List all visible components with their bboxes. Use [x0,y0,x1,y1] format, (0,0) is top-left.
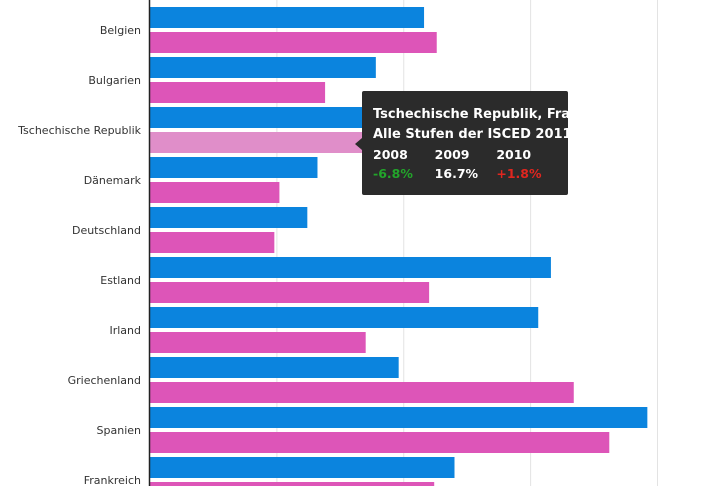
tooltip-years-row: 2008 2009 2010 [373,145,558,164]
tooltip-values-row: -6.8% 16.7% +1.8% [373,164,558,183]
tooltip-value-2009: 16.7% [434,166,479,181]
bar-0-series-1[interactable] [150,32,437,53]
category-label-3: Dänemark [84,174,142,187]
category-label-6: Irland [109,324,141,337]
tooltip-year-2008: 2008 [373,147,408,162]
category-label-7: Griechenland [68,374,141,387]
bar-7-series-1[interactable] [150,382,574,403]
category-label-1: Bulgarien [88,74,141,87]
bar-6-series-0[interactable] [150,307,539,328]
bar-4-series-0[interactable] [150,207,308,228]
bar-5-series-1[interactable] [150,282,430,303]
bar-3-series-1[interactable] [150,182,280,203]
bar-9-series-0[interactable] [150,457,455,478]
tooltip-arrow [355,138,362,150]
category-label-4: Deutschland [72,224,141,237]
tooltip-value-2008: -6.8% [373,166,413,181]
bar-3-series-0[interactable] [150,157,318,178]
category-label-9: Frankreich [84,474,141,486]
category-label-8: Spanien [97,424,142,437]
bar-0-series-0[interactable] [150,7,425,28]
tooltip-year-2010: 2010 [496,147,532,162]
gridlines [276,0,658,486]
bar-6-series-1[interactable] [150,332,366,353]
bar-1-series-1[interactable] [150,82,326,103]
tooltip-subtitle: Alle Stufen der ISCED 2011 [373,127,572,142]
bar-7-series-0[interactable] [150,357,399,378]
bar-2-series-0[interactable] [150,107,364,128]
category-label-5: Estland [100,274,141,287]
bar-9-series-1[interactable] [150,482,435,486]
bar-5-series-0[interactable] [150,257,551,278]
category-labels: Belgien Bulgarien Tschechische Republik Dän… [17,24,141,486]
bar-2-series-1[interactable] [150,132,364,153]
tooltip-value-2010: +1.8% [496,166,542,181]
tooltip-year-2009: 2009 [434,147,470,162]
bars [150,7,648,486]
bar-8-series-1[interactable] [150,432,610,453]
tooltip-title: Tschechische Republik, Frauen [373,107,598,122]
bar-8-series-0[interactable] [150,407,648,428]
bar-4-series-1[interactable] [150,232,275,253]
category-label-2: Tschechische Republik [17,124,141,137]
bar-1-series-0[interactable] [150,57,376,78]
category-label-0: Belgien [100,24,141,37]
tooltip: Tschechische Republik, Frauen Alle Stufe… [355,91,598,195]
